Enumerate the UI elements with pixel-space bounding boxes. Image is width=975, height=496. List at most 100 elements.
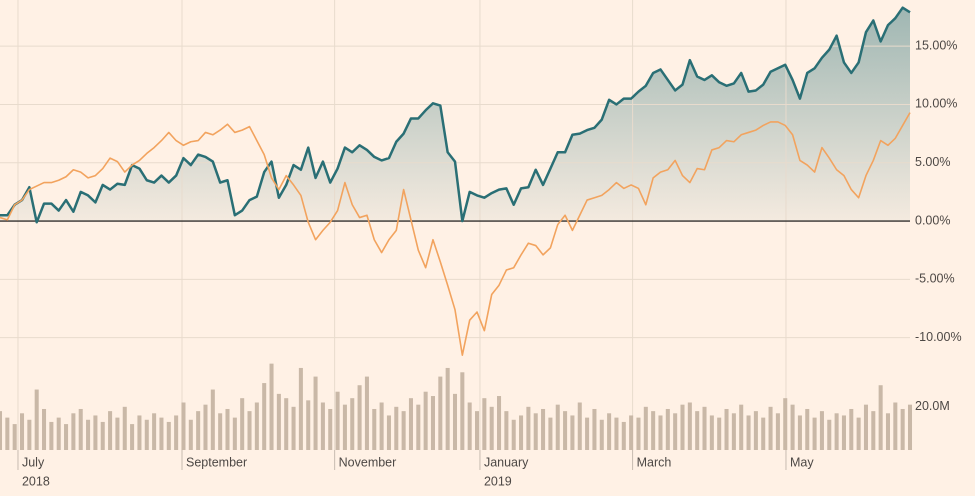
y-tick-label: 15.00%	[915, 38, 957, 52]
volume-bar	[225, 408, 230, 450]
y-tick-label: 0.00%	[915, 213, 950, 227]
volume-bar	[614, 417, 619, 450]
volume-bar	[541, 408, 546, 450]
volume-bar	[702, 406, 707, 450]
volume-bar	[71, 413, 76, 450]
volume-bar	[56, 417, 61, 450]
volume-bar	[533, 413, 538, 450]
volume-bar	[408, 398, 413, 450]
volume-bar	[240, 398, 245, 450]
volume-bar	[34, 389, 39, 450]
volume-bar	[342, 404, 347, 450]
volume-bar	[812, 417, 817, 450]
volume-bar	[247, 411, 252, 450]
x-tick-label: November	[339, 455, 397, 469]
volume-bar	[423, 391, 428, 450]
volume-bar	[42, 408, 47, 450]
y-tick-label: 10.00%	[915, 97, 957, 111]
volume-bar	[137, 415, 142, 450]
volume-bar	[452, 393, 458, 450]
x-tick-label: July	[22, 455, 45, 469]
volume-bar	[357, 385, 362, 450]
volume-bar	[27, 419, 32, 450]
volume-bar	[254, 402, 259, 450]
volume-bar	[570, 415, 575, 450]
line	[0, 6, 911, 224]
x-tick-label: May	[790, 455, 814, 469]
volume-bar	[232, 417, 237, 450]
x-year-label: 2018	[22, 474, 50, 488]
volume-bar	[328, 408, 333, 450]
volume-bar	[188, 419, 193, 450]
y-tick-label: -10.00%	[915, 330, 962, 344]
volume-bar	[394, 406, 399, 450]
volume-bar	[86, 419, 91, 450]
volume-bar	[372, 408, 377, 450]
volume-bar	[284, 398, 289, 450]
volume-bar	[78, 408, 83, 450]
volume-bar	[122, 406, 127, 450]
volume-bar	[489, 406, 494, 450]
volume-bar	[416, 404, 421, 450]
volume-bar	[350, 398, 355, 450]
volume-bar	[827, 419, 832, 450]
volume-bar	[863, 404, 868, 450]
volume-bar	[746, 415, 751, 450]
volume-bar	[599, 419, 604, 450]
volume-bar	[871, 411, 876, 450]
volume-bar	[621, 421, 626, 450]
volume-bar	[174, 415, 179, 450]
volume-bar	[834, 413, 839, 450]
volume-bar	[709, 415, 714, 450]
x-tick-label: January	[484, 455, 529, 469]
volume-bar	[504, 411, 509, 450]
volume-bar	[783, 398, 788, 450]
volume-bar	[680, 404, 685, 450]
volume-bar	[196, 411, 201, 450]
volume-bar	[467, 402, 472, 450]
volume-bar	[181, 402, 186, 450]
volume-bar	[519, 415, 524, 450]
volume-bar	[775, 413, 780, 450]
volume-bar	[739, 404, 744, 450]
volume-bar	[761, 417, 766, 450]
volume-bar	[724, 408, 729, 450]
y-tick-label: 20.0M	[915, 399, 950, 413]
volume-bar	[805, 408, 810, 450]
volume-bar	[577, 402, 582, 450]
x-year-label: 2019	[484, 474, 512, 488]
volume-bar	[790, 404, 795, 450]
volume-bar	[629, 415, 634, 450]
volume-bar	[276, 393, 281, 450]
volume-bar	[19, 413, 25, 450]
volume-bar	[907, 404, 913, 450]
volume-bar	[335, 391, 340, 450]
volume-bar	[144, 419, 149, 450]
volume-bar	[643, 406, 648, 450]
volume-bar	[548, 417, 553, 450]
y-tick-label: 5.00%	[915, 155, 950, 169]
volume-bar	[5, 417, 10, 450]
volume-bar	[665, 408, 670, 450]
volume-bar	[0, 411, 3, 450]
volume-bar	[482, 398, 487, 450]
volume-bar	[115, 417, 120, 450]
volume-bar	[687, 402, 692, 450]
volume-bar	[320, 402, 325, 450]
volume-bar	[497, 396, 502, 450]
volume-bar	[511, 419, 516, 450]
volume-bar	[93, 415, 98, 450]
volume-bar	[401, 411, 406, 450]
volume-bar	[893, 402, 898, 450]
volume-bar	[166, 421, 171, 450]
volume-bar	[819, 411, 824, 450]
y-tick-label: -5.00%	[915, 272, 955, 286]
volume-bar	[152, 413, 157, 450]
volume-bar	[108, 411, 113, 450]
volume-bar	[386, 415, 391, 450]
volume-bar	[651, 411, 656, 450]
volume-bar	[159, 417, 164, 450]
volume-bar	[298, 367, 303, 450]
volume-bar	[313, 376, 318, 450]
